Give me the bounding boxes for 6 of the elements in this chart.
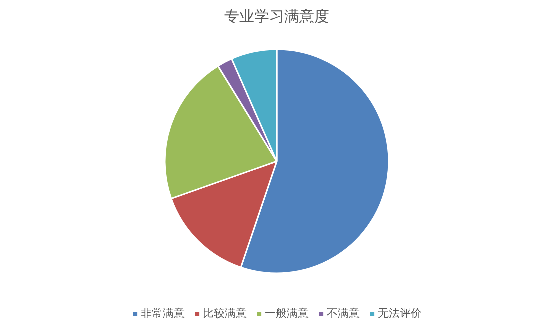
legend-label: 一般满意 bbox=[265, 306, 309, 321]
chart-title: 专业学习满意度 bbox=[224, 8, 330, 26]
legend-label: 比较满意 bbox=[203, 306, 247, 321]
legend-label: 无法评价 bbox=[378, 306, 422, 321]
legend-label: 不满意 bbox=[327, 306, 360, 321]
legend-label: 非常满意 bbox=[141, 306, 185, 321]
